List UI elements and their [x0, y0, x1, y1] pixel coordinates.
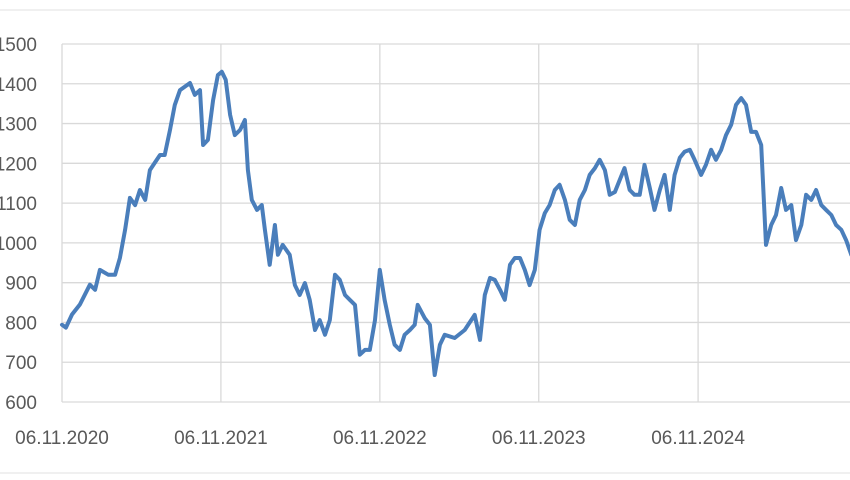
x-tick-label: 06.11.2024 — [651, 428, 745, 449]
y-axis: 600 700 800 900 1000 1100 1200 1300 1400 1500 — [0, 35, 37, 414]
y-tick-label: 800 — [5, 313, 37, 334]
y-tick-label: 1300 — [0, 115, 37, 136]
y-tick-label: 1500 — [0, 35, 37, 56]
series-line — [60, 69, 850, 377]
x-tick-label: 06.11.2023 — [492, 428, 586, 449]
gridlines — [61, 43, 850, 403]
x-tick-label: 06.11.2020 — [15, 428, 109, 449]
y-tick-label: 1400 — [0, 75, 37, 96]
y-tick-label: 1200 — [0, 154, 37, 175]
y-tick-label: 1100 — [0, 194, 37, 215]
x-tick-label: 06.11.2022 — [333, 428, 427, 449]
y-tick-label: 600 — [5, 393, 37, 414]
y-tick-label: 900 — [5, 274, 37, 295]
y-tick-label: 700 — [5, 353, 37, 374]
y-tick-label: 1000 — [0, 234, 37, 255]
x-tick-label: 06.11.2021 — [174, 428, 268, 449]
x-axis: 06.11.2020 06.11.2021 06.11.2022 06.11.2023… — [15, 428, 745, 449]
